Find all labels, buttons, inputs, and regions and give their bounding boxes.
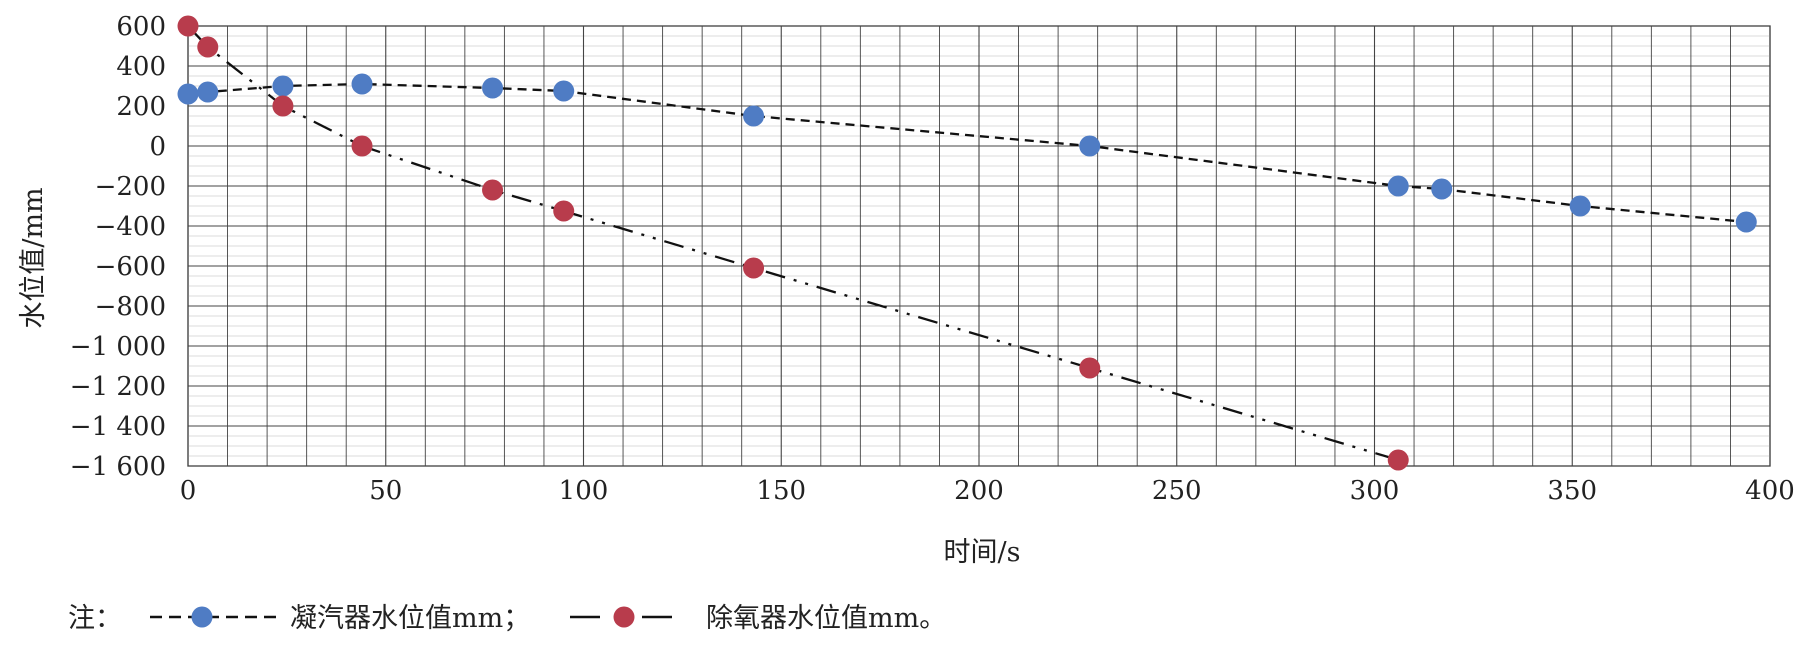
x-tick-label: 150 — [756, 476, 806, 506]
y-tick-label: 600 — [116, 12, 166, 42]
legend-label-2: 除氧器水位值mm。 — [706, 603, 946, 634]
x-tick-label: 0 — [180, 476, 197, 506]
y-tick-label: −800 — [95, 292, 166, 322]
data-point-series-1 — [351, 73, 373, 95]
data-point-series-1 — [743, 105, 765, 127]
data-point-series-2 — [197, 36, 219, 58]
x-tick-label: 200 — [954, 476, 1004, 506]
y-tick-label: −1 600 — [70, 452, 166, 482]
data-point-series-1 — [1735, 211, 1757, 233]
data-point-series-2 — [743, 257, 765, 279]
y-axis-title: 水位值/mm — [18, 187, 49, 328]
legend-marker-2 — [613, 606, 635, 628]
data-point-series-2 — [351, 135, 373, 157]
x-tick-label: 100 — [559, 476, 609, 506]
y-tick-label: −1 400 — [70, 412, 166, 442]
y-tick-label: −400 — [95, 212, 166, 242]
series-line-1 — [187, 82, 1747, 224]
y-tick-label: −1 200 — [70, 372, 166, 402]
legend: 注： 凝汽器水位值mm； 除氧器水位值mm。 — [68, 603, 946, 634]
y-tick-label: −600 — [95, 252, 166, 282]
data-point-series-1 — [177, 83, 199, 105]
x-tick-label: 250 — [1152, 476, 1202, 506]
y-tick-label: 200 — [116, 92, 166, 122]
data-point-series-1 — [1431, 178, 1453, 200]
data-point-series-1 — [1079, 135, 1101, 157]
legend-marker-1 — [191, 606, 213, 628]
data-point-series-2 — [482, 179, 504, 201]
data-point-series-2 — [553, 200, 575, 222]
x-tick-label: 50 — [369, 476, 402, 506]
y-tick-label: −200 — [95, 172, 166, 202]
series-lines — [187, 25, 1747, 462]
data-point-series-2 — [1387, 449, 1409, 471]
data-point-series-1 — [1569, 195, 1591, 217]
x-tick-label: 400 — [1745, 476, 1795, 506]
x-axis-title: 时间/s — [944, 537, 1021, 568]
data-point-series-1 — [553, 80, 575, 102]
x-tick-label: 350 — [1547, 476, 1597, 506]
y-tick-label: −1 000 — [70, 332, 166, 362]
y-tick-label: 400 — [116, 52, 166, 82]
legend-label-1: 凝汽器水位值mm； — [290, 603, 530, 634]
data-point-series-2 — [1079, 357, 1101, 379]
x-tick-label: 300 — [1350, 476, 1400, 506]
series-points — [177, 15, 1757, 471]
data-point-series-1 — [482, 77, 504, 99]
x-tick-labels: 0 50 100 150 200 250 300 350 400 — [180, 476, 1795, 506]
y-tick-label: 0 — [149, 132, 166, 162]
major-gridlines — [187, 25, 1771, 467]
data-point-series-2 — [272, 95, 294, 117]
data-point-series-2 — [177, 15, 199, 37]
series-line-2 — [187, 25, 1399, 462]
data-point-series-1 — [197, 81, 219, 103]
y-tick-labels: 600 400 200 0 −200 −400 −600 −800 −1 000 −1 200 −1… — [70, 12, 166, 482]
data-point-series-1 — [1387, 175, 1409, 197]
legend-prefix: 注： — [68, 603, 122, 634]
data-point-series-1 — [272, 75, 294, 97]
